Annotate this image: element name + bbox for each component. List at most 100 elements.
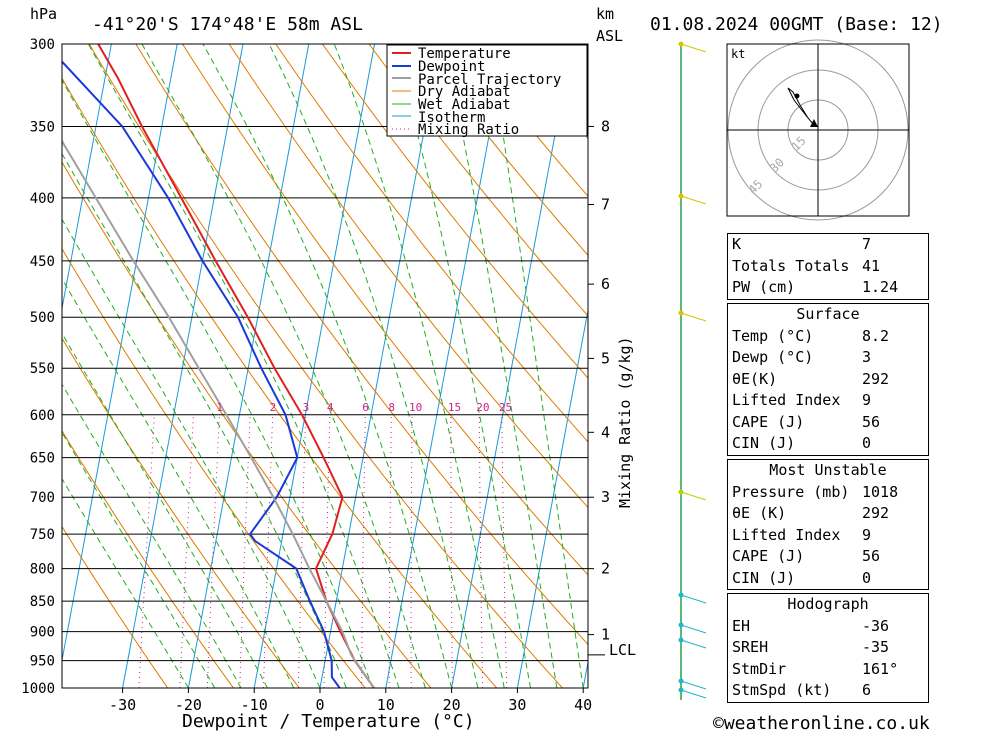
mixing-ratio-label: 15 — [448, 401, 461, 414]
mixing-ratio-label: 10 — [409, 401, 422, 414]
temp-tick-label: 30 — [508, 696, 526, 714]
hodograph-origin-marker — [810, 119, 818, 127]
legend-isotherm: Isotherm — [418, 110, 485, 126]
wind-barb — [680, 624, 707, 634]
temp-tick-label: 0 — [315, 696, 324, 714]
wind-barb — [680, 491, 707, 501]
surface-row: Lifted Index 9 — [732, 391, 872, 409]
index-row-totals: Totals Totals 41 — [732, 256, 881, 275]
surface-row: Dewp (°C) 3 — [732, 348, 872, 366]
copyright-footer: ©weatheronline.co.uk — [713, 713, 930, 733]
hodograph-frame — [726, 43, 910, 217]
hodograph-ring-label: 45 — [745, 177, 765, 197]
temp-tick-label: -10 — [241, 696, 268, 714]
pressure-tick-label: 700 — [30, 490, 55, 506]
surface-row: θE(K) 292 — [732, 369, 890, 388]
series-parcel-trajectory — [62, 139, 375, 688]
km-tick-label: 2 — [601, 560, 610, 578]
plot-frame — [61, 43, 589, 689]
wet-adiabat-line — [392, 44, 532, 688]
wind-barb — [680, 680, 707, 690]
isotherm-line — [385, 44, 507, 688]
datetime-label: 01.08.2024 00GMT (Base: 12) — [650, 14, 943, 35]
km-tick-label: 7 — [601, 196, 610, 214]
mixing-ratio-label: 6 — [362, 401, 369, 414]
pressure-tick-label: 600 — [30, 408, 55, 424]
pressure-tick-label: 450 — [30, 254, 55, 270]
location-title: -41°20'S 174°48'E 58m ASL — [92, 14, 363, 35]
hodo-row: StmDir 161° — [732, 659, 899, 678]
most-unstable-table: Most Unstable Pressure (mb) 1018 θE (K) 29… — [727, 459, 929, 590]
mixing-ratio-label: 25 — [499, 401, 512, 414]
asl-unit-label: ASL — [596, 27, 623, 45]
mu-row: CAPE (J) 56 — [732, 547, 881, 565]
wet-adiabat-line — [62, 477, 189, 688]
mixing-ratio-line — [179, 414, 194, 688]
wet-adiabat-line — [202, 44, 453, 688]
legend-dry-adiabat: Dry Adiabat — [418, 84, 511, 100]
pressure-tick-label: 850 — [30, 594, 55, 610]
pressure-tick-label: 400 — [30, 191, 55, 207]
series-temperature — [97, 44, 375, 688]
pressure-tick-label: 300 — [30, 37, 55, 53]
legend-dewpoint: Dewpoint — [418, 59, 485, 75]
isotherm-line — [62, 44, 112, 311]
hodograph-stats-title: Hodograph — [787, 595, 869, 613]
km-tick-label: 3 — [601, 488, 610, 506]
hodograph-ring-label: 15 — [789, 134, 809, 154]
dry-adiabat-line — [62, 77, 498, 688]
legend-parcel: Parcel Trajectory — [418, 72, 561, 88]
temp-tick-label: 20 — [443, 696, 461, 714]
hodograph-storm-motion — [794, 93, 800, 99]
wind-barb — [680, 594, 707, 604]
wet-adiabat-line — [488, 44, 584, 688]
legend-mixing-ratio: Mixing Ratio — [418, 122, 519, 138]
mixing-ratio-line — [138, 414, 155, 688]
isotherm-line — [253, 44, 376, 688]
pressure-tick-label: 500 — [30, 310, 55, 326]
wet-adiabat-line — [87, 44, 400, 688]
isotherm-line — [62, 44, 178, 663]
mixing-ratio-label: 20 — [476, 401, 489, 414]
temp-tick-label: 40 — [574, 696, 592, 714]
hodograph-unit-label: kt — [731, 47, 745, 61]
wind-barb — [680, 312, 707, 322]
pressure-tick-label: 350 — [30, 119, 55, 135]
mixing-ratio-line — [478, 414, 484, 688]
x-axis-label: Dewpoint / Temperature (°C) — [182, 711, 475, 732]
mu-row: Lifted Index 9 — [732, 525, 872, 544]
temp-tick-label: -20 — [175, 696, 202, 714]
km-tick-label: 5 — [601, 349, 610, 367]
dry-adiabat-line — [62, 161, 432, 688]
most-unstable-title: Most Unstable — [769, 461, 887, 479]
mixing-ratio-line — [388, 414, 392, 688]
hodo-row: SREH -35 — [732, 638, 890, 656]
mu-row: CIN (J) 0 — [732, 568, 872, 587]
wind-profile — [678, 41, 707, 700]
pressure-tick-label: 900 — [30, 625, 55, 641]
surface-table: Surface Temp (°C) 8.2 Dewp (°C) 3 θE(K) 292… — [727, 303, 929, 456]
temp-tick-label: 10 — [377, 696, 395, 714]
km-tick-label: 8 — [601, 117, 610, 135]
index-row-pw: PW (cm) 1.24 — [732, 278, 899, 296]
temp-tick-label: -30 — [109, 696, 136, 714]
mixing-ratio-axis-label: Mixing Ratio (g/kg) — [616, 336, 634, 508]
surface-row: CIN (J) 0 — [732, 434, 872, 452]
wet-adiabat-line — [333, 44, 505, 688]
km-tick-label: 1 — [601, 626, 610, 644]
isotherm-line — [122, 44, 244, 688]
mixing-ratio-line — [239, 414, 251, 688]
mixing-ratio-label: 1 — [216, 401, 223, 414]
hpa-unit-label: hPa — [30, 5, 57, 23]
hodograph-trace — [787, 87, 815, 126]
wet-adiabat-line — [141, 44, 426, 688]
dry-adiabat-line — [275, 44, 588, 443]
legend-wet-adiabat: Wet Adiabat — [418, 97, 511, 113]
km-unit-label: km — [596, 5, 614, 23]
mixing-ratio-line — [206, 414, 220, 688]
mixing-ratio-label: 8 — [388, 401, 395, 414]
